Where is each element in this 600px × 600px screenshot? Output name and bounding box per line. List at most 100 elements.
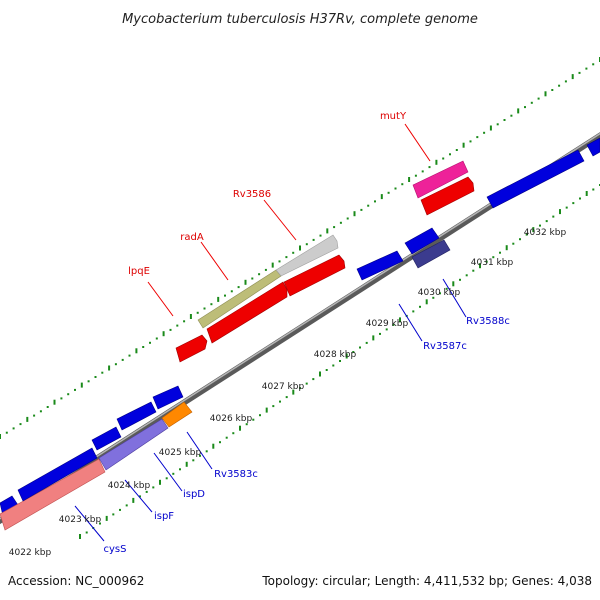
gc-dot-outer [469,140,472,143]
gc-dot-outer [435,159,438,165]
gc-dot-inner [412,310,415,313]
gc-dot-inner [259,414,261,417]
label-Rv3588c[interactable]: Rv3588c [466,316,510,327]
gc-dot-inner [379,332,381,335]
gc-dot-inner [205,450,208,453]
gc-dot-inner [572,202,575,205]
gc-dot-outer [74,388,76,391]
gc-dot-outer [578,71,581,74]
gc-dot-outer [394,187,397,190]
gc-dot-outer [176,324,179,327]
gc-dot-inner [299,387,301,390]
gc-dot-inner [199,454,201,457]
gc-dot-inner [285,396,288,399]
gc-dot-inner [139,495,141,498]
gene-reverse-4[interactable] [152,385,184,410]
gc-dot-inner [492,256,495,259]
label-Rv3583c[interactable]: Rv3583c [214,469,258,480]
gc-dot-outer [401,183,404,186]
gc-dot-inner [432,296,435,299]
gc-dot-outer [39,410,42,413]
gc-dot-outer [414,174,417,177]
gc-dot-inner [319,371,321,377]
gc-dot-outer [149,341,151,344]
label-radA[interactable]: radA [180,232,204,243]
gene-Rv3586[interactable] [275,234,339,277]
gc-dot-outer [292,251,295,254]
gc-dot-outer [121,358,124,361]
gc-dot-outer [408,177,411,182]
gc-dot-outer [210,303,213,306]
gene-ispD[interactable] [161,401,193,428]
gene-forward-2[interactable] [206,281,288,344]
gene-reverse-7[interactable] [486,149,585,209]
gc-dot-outer [5,431,8,434]
label-Rv3587c[interactable]: Rv3587c [423,341,467,352]
gc-dot-outer [442,157,445,160]
label-Rv3586[interactable]: Rv3586 [233,189,271,200]
gc-dot-inner [85,531,88,534]
gene-reverse-6[interactable] [404,227,440,255]
gc-dot-outer [530,101,533,104]
gc-dot-outer [258,273,261,276]
accession: Accession: NC_000962 [8,574,144,588]
gene-reverse-2[interactable] [91,426,122,451]
gene-forward-4[interactable] [420,176,475,216]
gc-dot-inner [245,423,248,426]
gc-dot-inner [265,407,268,413]
label-ispF[interactable]: ispF [154,511,174,522]
gc-dot-outer [0,434,1,439]
gc-dot-outer [114,363,117,366]
label-mutY[interactable]: mutY [380,111,407,122]
gc-dot-inner [359,346,361,349]
gc-dot-inner [219,441,221,444]
gc-dot-outer [142,346,145,348]
gc-dot-outer [387,191,390,194]
tick-4022: 4022 kbp [9,548,52,558]
gene-Rv3588c[interactable] [411,239,451,269]
tick-4029: 4029 kbp [366,319,409,329]
gc-dot-outer [360,208,363,211]
gc-dot-inner [439,292,441,295]
tick-4025: 4025 kbp [159,448,202,458]
gc-dot-inner [185,461,188,467]
gene-mutY[interactable] [412,160,469,199]
gc-dot-outer [135,348,138,354]
label-cysS[interactable]: cysS [104,544,127,555]
gc-dot-outer [87,380,90,383]
tick-4026: 4026 kbp [210,414,253,424]
gc-dot-outer [230,290,233,293]
gc-dot-outer [183,320,186,323]
gc-dot-outer [264,268,267,271]
gc-dot-outer [428,166,431,169]
gc-dot-inner [159,479,161,485]
gc-dot-inner [399,317,401,323]
gc-dot-outer [489,125,492,131]
gc-dot-inner [305,382,308,385]
gc-dot-outer [128,354,131,357]
gene-ispF[interactable] [98,418,169,471]
gc-dot-outer [169,328,172,331]
gc-dot-inner [125,504,128,507]
gc-dot-outer [551,89,554,91]
genome-summary: Topology: circular; Length: 4,411,532 bp… [261,574,592,588]
gc-dot-outer [537,97,540,100]
label-lpqE[interactable]: lpqE [128,266,150,277]
gc-dot-inner [112,513,115,516]
gene-forward-1[interactable] [175,334,208,363]
gene-reverse-3[interactable] [116,401,157,431]
label-ispD[interactable]: ispD [183,489,205,500]
gene-cysS[interactable] [0,458,106,531]
gc-dot-inner [145,490,148,493]
gene-reverse-5[interactable] [356,250,404,281]
reverse-genes [0,137,600,531]
gene-forward-3[interactable] [283,254,346,297]
gene-reverse-8[interactable] [586,137,600,157]
gc-dot-inner [372,335,375,341]
gc-dot-inner [472,269,475,272]
gc-dot-outer [353,211,356,217]
gc-dot-outer [60,397,63,400]
gc-dot-outer [203,307,206,310]
gene-reverse-1[interactable] [17,447,98,502]
